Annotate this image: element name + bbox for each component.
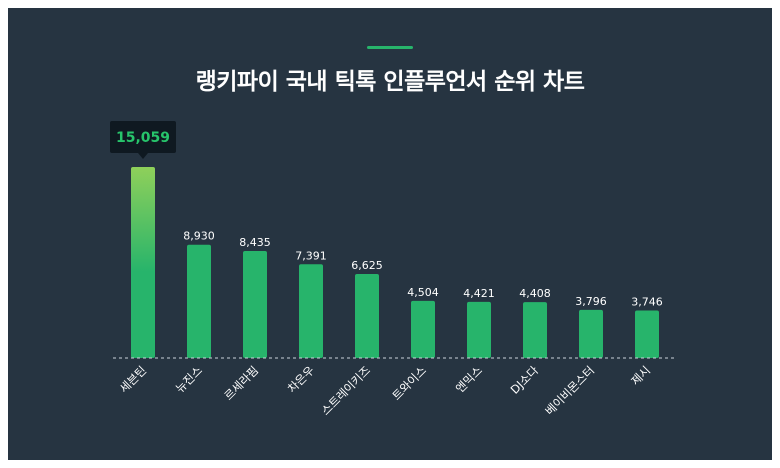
value-label-8: 4,408 [519, 287, 551, 300]
category-label-1: 세븐틴 [117, 363, 149, 395]
bars-group [131, 167, 659, 358]
category-label-4: 차은우 [285, 363, 317, 395]
value-label-7: 4,421 [463, 287, 495, 300]
bar-2[interactable] [187, 244, 211, 358]
value-label-3: 8,435 [239, 236, 271, 249]
category-label-8: DJ소다 [508, 363, 542, 397]
value-label-9: 3,796 [575, 295, 607, 308]
bar-6[interactable] [411, 300, 435, 358]
value-label-1: 15,059 [116, 130, 170, 146]
bar-1[interactable] [131, 167, 155, 358]
category-label-9: 베이비몬스터 [542, 363, 597, 418]
value-label-10: 3,746 [631, 295, 663, 308]
bar-9[interactable] [579, 309, 603, 358]
category-label-3: 르세라핌 [221, 363, 261, 403]
bar-7[interactable] [467, 301, 491, 358]
bar-4[interactable] [299, 264, 323, 358]
value-label-5: 6,625 [351, 259, 383, 272]
category-label-6: 트와이스 [389, 363, 429, 403]
chart-title: 랭키파이 국내 틱톡 인플루언서 순위 차트 [195, 69, 585, 95]
category-label-5: 스트레이키즈 [318, 363, 373, 418]
highlight-tooltip: 15,059 [110, 121, 176, 159]
category-label-2: 뉴진스 [173, 363, 205, 395]
tooltip-box [110, 121, 176, 153]
bar-10[interactable] [635, 310, 659, 358]
title-accent-line [367, 46, 413, 49]
bar-5[interactable] [355, 273, 379, 358]
value-label-6: 4,504 [407, 286, 439, 299]
value-label-2: 8,930 [183, 230, 215, 243]
category-label-10: 제시 [628, 363, 653, 388]
value-label-4: 7,391 [295, 249, 327, 262]
bar-8[interactable] [523, 302, 547, 358]
category-label-7: 엔믹스 [453, 363, 485, 395]
tooltip-pointer [138, 153, 148, 159]
bar-3[interactable] [243, 251, 267, 358]
